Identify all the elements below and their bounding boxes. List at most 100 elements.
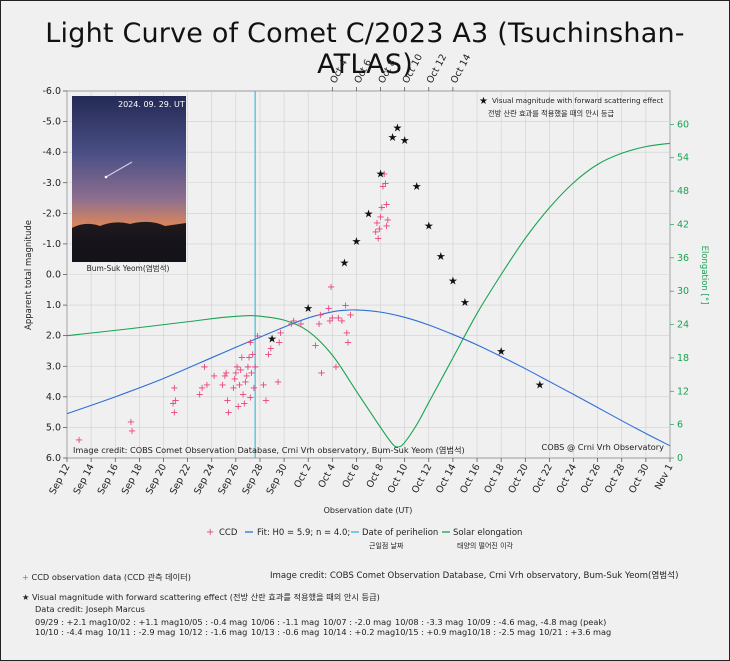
forward-star-point: ★ <box>424 220 434 233</box>
x-tick-label: Oct 30 <box>627 462 652 495</box>
footer-value: 10/21 : +3.6 mag <box>539 627 612 637</box>
x-tick-label: Oct 2 <box>292 462 314 490</box>
x-tick-label: Oct 14 <box>434 462 459 495</box>
ccd-point: + <box>246 337 254 348</box>
ccd-point: + <box>128 426 136 437</box>
curves-layer <box>67 91 670 458</box>
footer-value: 10/10 : -4.4 mag <box>35 627 104 637</box>
footer-value: 09/29 : +2.1 mag <box>35 617 108 627</box>
ccd-point: + <box>238 353 246 364</box>
footer-forward-text: Visual magnitude with forward scattering… <box>31 592 380 602</box>
ccd-point: + <box>230 374 238 385</box>
ccd-point: + <box>311 340 319 351</box>
ccd-point: + <box>315 319 323 330</box>
ccd-point: + <box>381 178 389 189</box>
legend-elongation-ko: 태양의 떨어진 이각 <box>457 541 514 550</box>
ccd-point: + <box>382 200 390 211</box>
ccd-point: + <box>384 215 392 226</box>
y2-tick-label: 30 <box>677 286 689 297</box>
photo-stamp: 2024. 09. 29. UT <box>118 100 185 109</box>
photo-caption: Bum-Suk Yeom(염범석) <box>87 263 170 273</box>
footer-value: 10/14 : +0.2 mag <box>323 627 396 637</box>
ccd-point: + <box>236 365 244 376</box>
ccd-point: + <box>346 310 354 321</box>
ccd-point: + <box>245 353 253 364</box>
ccd-point: + <box>127 417 135 428</box>
x-tick-label: Sep 20 <box>144 462 169 496</box>
footer-value: 10/06 : -1.1 mag <box>251 617 320 627</box>
footer-value: 10/02 : +1.1 mag <box>107 617 180 627</box>
y2-tick-label: 0 <box>677 453 683 464</box>
ccd-point: + <box>222 368 230 379</box>
forward-star-point: ★ <box>535 379 545 392</box>
y-tick-label: 3.0 <box>46 361 61 372</box>
footer-value: 10/18 : -2.5 mag <box>467 627 536 637</box>
ccd-point: + <box>244 362 252 373</box>
ccd-point: + <box>317 368 325 379</box>
forward-star-point: ★ <box>364 207 374 220</box>
forward-star-point: ★ <box>352 235 362 248</box>
y-tick-label: -4.0 <box>42 147 61 158</box>
y-tick-label: 2.0 <box>46 331 61 342</box>
ccd-point: + <box>251 362 259 373</box>
ccd-point: + <box>223 395 231 406</box>
marks-layer: ++++++++++++++++++++++++++++++++++++++++… <box>75 122 545 446</box>
ccd-point: + <box>233 362 241 373</box>
footer-value: 10/13 : -0.6 mag <box>251 627 320 637</box>
ccd-point: + <box>224 408 232 419</box>
legend-elongation: Solar elongation <box>453 528 522 538</box>
top-tick-label: Oct 8 <box>376 58 398 86</box>
x-tick-label: Nov 1 <box>653 462 676 492</box>
ccd-point: + <box>341 301 349 312</box>
ccd-point: + <box>240 398 248 409</box>
y-tick-label: 6.0 <box>46 453 61 464</box>
ccd-point: + <box>378 203 386 214</box>
top-tick-label: Oct 14 <box>449 52 474 85</box>
y-tick-label: 5.0 <box>46 422 61 433</box>
x-tick-label: Oct 28 <box>603 462 628 495</box>
y2-tick-label: 36 <box>677 253 689 264</box>
plot-credit: Image credit: COBS Comet Observation Dat… <box>73 445 465 455</box>
footer-ccd-note: + CCD observation data (CCD 관측 데이터) <box>22 571 191 583</box>
x-tick-label: Oct 16 <box>458 462 483 495</box>
forward-star-point: ★ <box>303 302 313 315</box>
x-tick-label: Oct 4 <box>316 462 338 490</box>
x-tick-label: Sep 24 <box>192 462 217 496</box>
y-tick-label: -1.0 <box>42 239 61 250</box>
ccd-point: + <box>246 392 254 403</box>
ccd-point: + <box>379 181 387 192</box>
ccd-point: + <box>210 371 218 382</box>
y-tick-label: -6.0 <box>42 86 61 97</box>
y2-tick-label: 6 <box>677 420 683 431</box>
legend-fit: Fit: H0 = 5.9; n = 4.0; <box>257 528 350 538</box>
ccd-point: + <box>373 218 381 229</box>
forward-star-point: ★ <box>339 256 349 269</box>
ccd-point: + <box>242 371 250 382</box>
forward-star-point: ★ <box>267 333 277 346</box>
ccd-point: + <box>75 435 83 446</box>
ccd-point: + <box>229 383 237 394</box>
y2-tick-label: 54 <box>677 153 689 164</box>
elongation-curve <box>67 142 670 448</box>
ccd-point: + <box>326 316 334 327</box>
forward-star-point: ★ <box>460 296 470 309</box>
ccd-point: + <box>343 328 351 339</box>
footer-value: 10/15 : +0.9 mag <box>395 627 468 637</box>
forward-legend-line2: 전방 산란 효과를 적용했을 때의 안시 등급 <box>488 109 615 118</box>
x-tick-label: Sep 18 <box>120 462 145 496</box>
ccd-point: + <box>241 377 249 388</box>
y2-tick-label: 48 <box>677 186 689 197</box>
ccd-point: + <box>235 380 243 391</box>
ccd-point: + <box>290 316 298 327</box>
ccd-point: + <box>203 380 211 391</box>
ccd-point: + <box>297 319 305 330</box>
ccd-point: + <box>276 328 284 339</box>
x-tick-label: Oct 18 <box>482 462 507 495</box>
footer-ccd-text: CCD observation data (CCD 관측 데이터) <box>31 572 191 582</box>
y2-tick-label: 60 <box>677 119 689 130</box>
ccd-point: + <box>380 169 388 180</box>
x-tick-label: Oct 22 <box>531 462 556 495</box>
footer-image-credit: Image credit: COBS Comet Observation Dat… <box>270 571 679 581</box>
y-tick-label: -3.0 <box>42 178 61 189</box>
